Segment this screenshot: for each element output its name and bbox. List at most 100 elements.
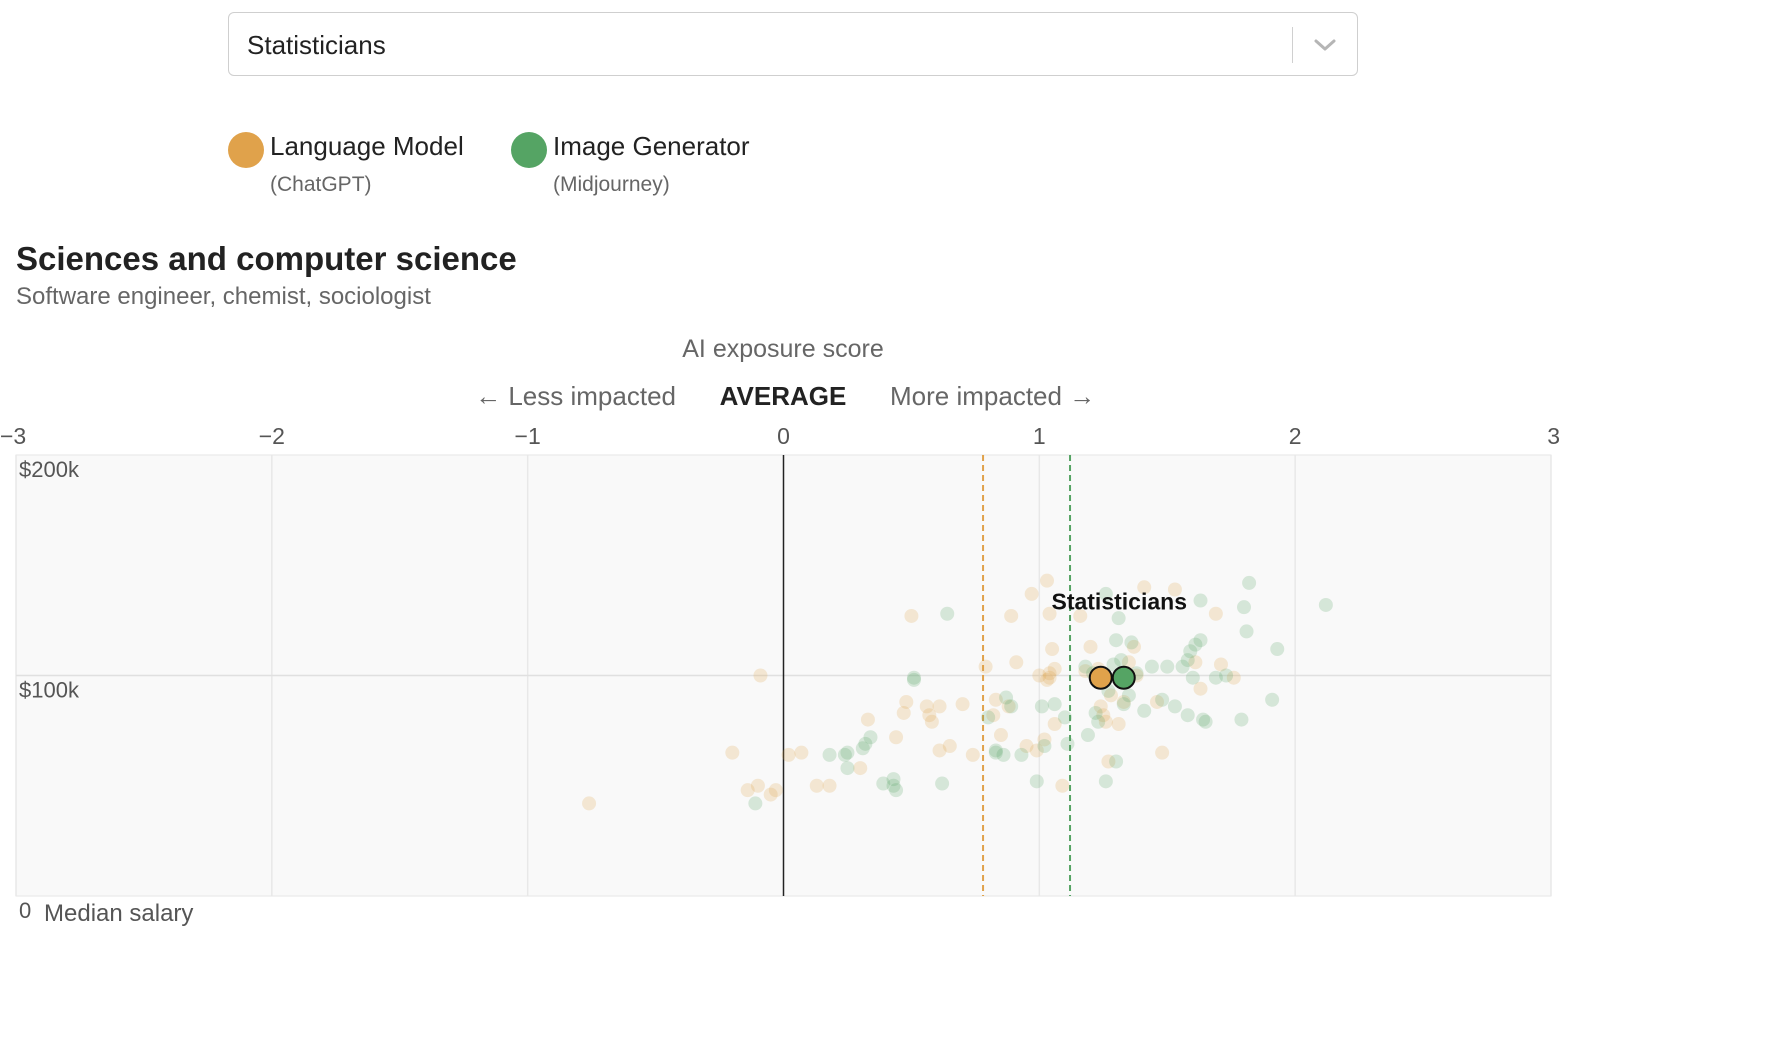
x-tick-label: −2 [259, 423, 285, 449]
image-generator-point [1193, 593, 1208, 608]
image-generator-point [886, 772, 901, 787]
image-generator-point [1160, 659, 1175, 674]
image-generator-point [1234, 712, 1249, 727]
chart-title: AI exposure score [682, 335, 884, 363]
language-model-point [1101, 754, 1116, 769]
language-model-point [1213, 657, 1228, 672]
image-generator-point [1109, 754, 1124, 769]
language-model-point [794, 745, 809, 760]
language-model-point [889, 730, 904, 745]
image-generator-point [1144, 659, 1159, 674]
image-generator-point [1180, 708, 1195, 723]
language-model-point [822, 778, 837, 793]
language-model-point [932, 743, 947, 758]
image-generator-point [1185, 670, 1200, 685]
image-generator-point [748, 796, 763, 811]
language-model-point [725, 745, 740, 760]
y-zero-label: 0 [19, 898, 31, 923]
x-tick-label: −1 [515, 423, 541, 449]
image-generator-point [840, 761, 855, 776]
x-tick-label: 3 [1547, 423, 1560, 449]
language-model-point [1042, 666, 1057, 681]
language-model-point [932, 699, 947, 714]
language-model-point [740, 783, 755, 798]
less-impacted-label: ← Less impacted [475, 381, 676, 411]
y-tick-label: $200k [19, 457, 80, 482]
image-generator-point [1167, 699, 1182, 714]
highlight-language-model-point [1088, 665, 1113, 690]
x-tick-label: 1 [1033, 423, 1046, 449]
language-model-point [781, 747, 796, 762]
image-generator-point [1188, 637, 1203, 652]
language-model-point [993, 728, 1008, 743]
average-label: AVERAGE [720, 381, 847, 411]
language-model-point [809, 778, 824, 793]
image-generator-point [840, 745, 855, 760]
image-generator-point [1124, 635, 1139, 650]
language-model-point [1047, 717, 1062, 732]
image-generator-point [1198, 714, 1213, 729]
x-tick-label: −3 [0, 423, 26, 449]
occupation-select[interactable]: Statisticians [228, 12, 1358, 76]
image-generator-point [1114, 653, 1129, 668]
image-generator-point [1037, 739, 1052, 754]
image-generator-swatch [511, 132, 547, 168]
image-generator-point [1111, 611, 1126, 626]
image-generator-point [1098, 586, 1113, 601]
image-generator-point [876, 776, 891, 791]
language-model-point [1096, 708, 1111, 723]
language-model-point [924, 714, 939, 729]
image-generator-point [1196, 712, 1211, 727]
more-impacted-label: More impacted → [890, 381, 1095, 411]
language-model-point [1040, 672, 1055, 687]
language-model-point [1001, 699, 1016, 714]
image-generator-point [1014, 747, 1029, 762]
image-generator-point [1208, 670, 1223, 685]
legend-label: Language Model [270, 131, 464, 161]
x-tick-label: 2 [1289, 423, 1302, 449]
language-model-point [1167, 582, 1182, 597]
image-generator-point [1121, 688, 1136, 703]
image-generator-point [1239, 624, 1254, 639]
image-generator-point [1080, 728, 1095, 743]
image-generator-point [1219, 668, 1234, 683]
language-model-point [965, 747, 980, 762]
language-model-point [955, 697, 970, 712]
image-generator-point [1155, 692, 1170, 707]
language-model-point [1093, 699, 1108, 714]
chevron-down-icon[interactable] [1311, 33, 1339, 57]
occupation-select-value: Statisticians [247, 30, 386, 60]
language-model-point [860, 712, 875, 727]
image-generator-point [1091, 714, 1106, 729]
image-generator-point [1004, 699, 1019, 714]
language-model-point [988, 692, 1003, 707]
language-model-point [1073, 608, 1088, 623]
image-generator-point [1237, 600, 1251, 615]
image-generator-point [1270, 642, 1285, 657]
language-model-point [1042, 606, 1057, 621]
language-model-point [1004, 608, 1019, 623]
image-generator-point [1265, 692, 1280, 707]
image-generator-point [855, 741, 870, 756]
language-model-point [1111, 717, 1126, 732]
language-model-point [1083, 639, 1098, 654]
language-model-point [1137, 580, 1152, 595]
section-subtitle: Software engineer, chemist, sociologist [16, 283, 431, 310]
legend-sublabel: (Midjourney) [553, 173, 670, 196]
image-generator-point [1047, 697, 1062, 712]
image-generator-point [1029, 774, 1044, 789]
language-model-point [986, 708, 1001, 723]
x-tick-label: 0 [777, 423, 790, 449]
language-model-point [1155, 745, 1170, 760]
image-generator-point [1175, 659, 1190, 674]
image-generator-point [988, 745, 1003, 760]
image-generator-point [1183, 644, 1198, 659]
image-generator-point [940, 606, 955, 621]
language-model-point [1150, 694, 1165, 709]
highlight-label: Statisticians [1051, 589, 1187, 615]
image-generator-point [1116, 697, 1131, 712]
image-generator-point [1242, 575, 1257, 590]
legend-label: Image Generator [553, 131, 750, 161]
exposure-salary-chart: AI exposure score← Less impacted AVERAGE M… [0, 335, 1560, 927]
language-model-point [896, 705, 911, 720]
